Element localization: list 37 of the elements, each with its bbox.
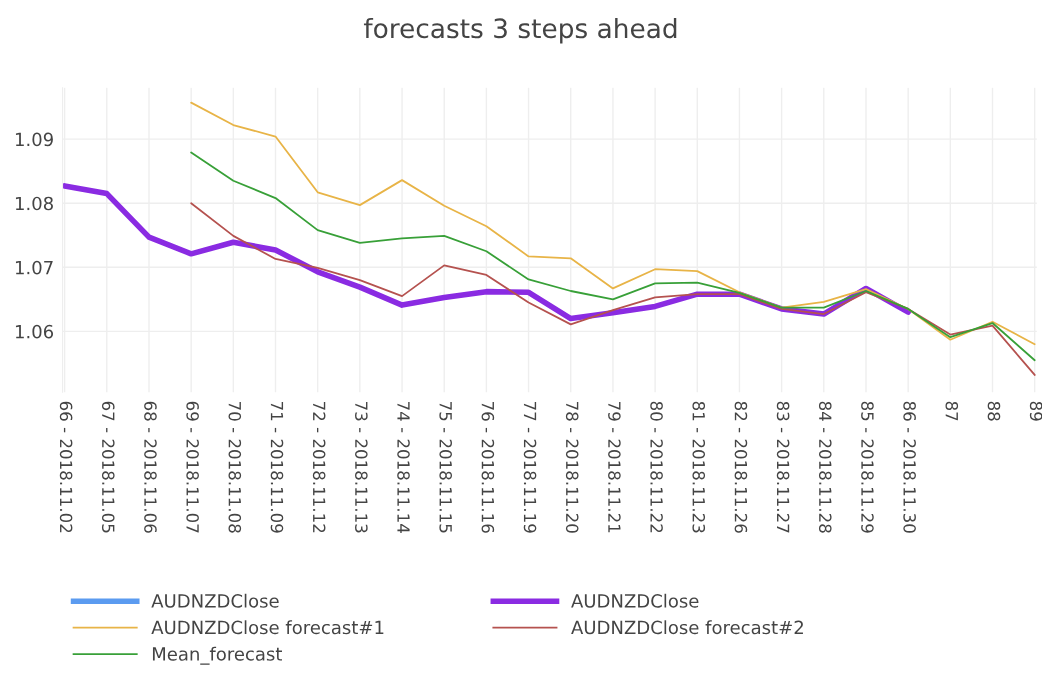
x-tick-label: 74 - 2018.11.14 — [397, 401, 410, 533]
x-tick-label: 70 - 2018.11.08 — [228, 401, 242, 533]
x-tick-label: 69 - 2018.11.07 — [186, 401, 199, 533]
y-tick-label: 1.06 — [15, 324, 54, 339]
x-tick-label: 89 — [1029, 401, 1042, 421]
x-tick-label: 73 - 2018.11.13 — [355, 401, 368, 533]
chart-title: forecasts 3 steps ahead — [363, 17, 677, 44]
x-tick-label: 88 — [987, 401, 1001, 421]
x-tick-label: 72 - 2018.11.12 — [312, 401, 326, 533]
legend-label: AUDNZDClose forecast#1 — [151, 620, 384, 635]
x-tick-label: 84 - 2018.11.28 — [818, 401, 832, 533]
x-tick-label: 79 - 2018.11.21 — [608, 401, 621, 533]
x-tick-label: 66 - 2018.11.02 — [59, 401, 73, 533]
y-tick-label: 1.07 — [15, 260, 53, 275]
line-series — [190, 101, 1036, 346]
legend-label: AUDNZDClose forecast#2 — [571, 620, 803, 635]
x-tick-label: 87 — [945, 401, 959, 421]
line-series — [190, 202, 1036, 376]
x-tick-label: 80 - 2018.11.22 — [650, 401, 663, 533]
x-tick-label: 76 - 2018.11.16 — [481, 401, 495, 533]
x-tick-label: 71 - 2018.11.09 — [270, 401, 284, 533]
x-tick-label: 67 - 2018.11.05 — [101, 401, 115, 533]
x-tick-label: 82 - 2018.11.26 — [734, 401, 748, 533]
x-tick-label: 85 - 2018.11.29 — [861, 401, 874, 533]
x-tick-label: 75 - 2018.11.15 — [439, 401, 452, 533]
x-tick-label: 78 - 2018.11.20 — [565, 401, 579, 533]
x-tick-label: 81 - 2018.11.23 — [692, 401, 706, 533]
x-tick-label: 77 - 2018.11.19 — [523, 401, 537, 533]
x-tick-label: 68 - 2018.11.06 — [144, 401, 157, 533]
x-tick-label: 83 - 2018.11.27 — [776, 401, 790, 533]
y-tick-label: 1.08 — [15, 196, 53, 211]
legend-label: AUDNZDClose — [151, 593, 279, 608]
y-tick-label: 1.09 — [15, 132, 53, 147]
legend-label: AUDNZDClose — [571, 593, 699, 608]
line-series — [190, 151, 1036, 362]
legend-label: Mean_forecast — [152, 646, 282, 665]
x-tick-label: 86 - 2018.11.30 — [903, 401, 916, 533]
